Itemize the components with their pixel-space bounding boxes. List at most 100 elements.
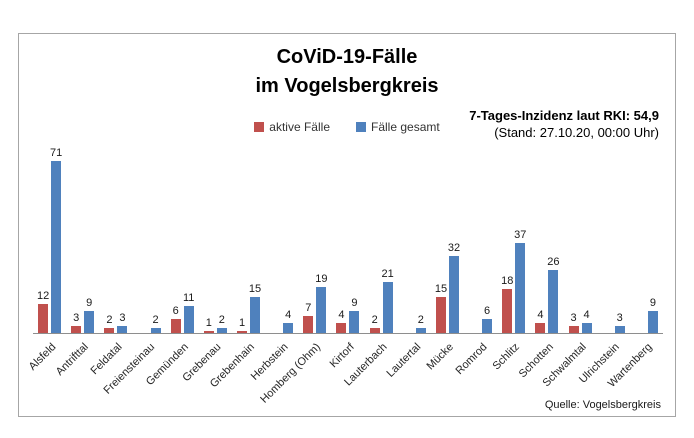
- chart-title-line1: CoViD-19-Fälle: [276, 46, 418, 68]
- chart-container: CoViD-19-Fälle im Vogelsbergkreis 7-Tage…: [18, 33, 676, 417]
- bar-group: 9: [630, 297, 663, 333]
- bar-total-cases: 15: [249, 283, 261, 333]
- value-label: 2: [218, 314, 225, 327]
- legend-item-active-cases: aktive Fälle: [254, 120, 330, 134]
- bar-total-cases: 4: [283, 309, 294, 333]
- value-label: 3: [119, 311, 126, 324]
- bar-group: 15 32: [431, 242, 464, 333]
- bar-active-cases: 12: [37, 290, 49, 333]
- value-label: 1: [205, 316, 212, 329]
- category-label: Antrifttal: [54, 341, 92, 379]
- value-label: 7: [305, 302, 312, 314]
- bar-group: 4: [265, 309, 298, 333]
- category-label: Alsfeld: [26, 341, 59, 373]
- bar-total-cases: 11: [183, 292, 194, 333]
- bar-active-cases: 3: [568, 312, 579, 333]
- value-label: 9: [86, 297, 93, 310]
- bar-total-cases: 3: [117, 312, 128, 333]
- bar-total-cases: 2: [150, 314, 161, 333]
- legend-item-total-cases: Fälle gesamt: [356, 120, 440, 134]
- legend-label-active: aktive Fälle: [269, 120, 330, 134]
- bar-group: 1 15: [232, 283, 265, 333]
- bar-active-cases: 15: [435, 283, 447, 333]
- bar-total-cases: 2: [216, 314, 227, 333]
- bar-group: 4 26: [530, 256, 563, 333]
- bar-total-cases: 32: [448, 242, 460, 333]
- bar-active-cases: 7: [303, 302, 314, 333]
- bar-active-cases: 2: [369, 314, 380, 333]
- value-label: 9: [351, 297, 358, 310]
- value-label: 21: [381, 268, 394, 281]
- value-label: 37: [514, 229, 527, 242]
- bar-active-cases: 2: [104, 314, 115, 333]
- bar-total-cases: 6: [482, 305, 493, 333]
- bar-group: 3: [597, 312, 630, 333]
- value-label: 2: [371, 314, 378, 327]
- value-label: 19: [315, 273, 328, 285]
- value-label: 4: [285, 309, 292, 322]
- chart-title: CoViD-19-Fälle im Vogelsbergkreis: [19, 43, 675, 101]
- bar-group: 12 71: [33, 147, 66, 333]
- category-label: Mücke: [424, 341, 456, 373]
- value-label: 71: [49, 147, 63, 159]
- legend-swatch-total-icon: [356, 122, 366, 132]
- source-caption: Quelle: Vogelsbergkreis: [544, 399, 661, 411]
- bar-total-cases: 9: [84, 297, 95, 333]
- bar-total-cases: 9: [647, 297, 658, 333]
- legend-label-total: Fälle gesamt: [371, 120, 440, 134]
- value-label: 6: [484, 304, 491, 317]
- bar-group: 18 37: [497, 229, 530, 333]
- bar-active-cases: 3: [71, 312, 82, 333]
- chart-title-line2: im Vogelsbergkreis: [255, 75, 439, 97]
- category-label: Lautertal: [384, 341, 423, 380]
- value-label: 4: [583, 309, 590, 322]
- x-axis-line: [33, 333, 663, 334]
- bar-total-cases: 2: [415, 314, 426, 333]
- value-label: 11: [182, 292, 195, 305]
- incidence-value-text: 7-Tages-Inzidenz laut RKI: 54,9: [469, 108, 659, 123]
- value-label: 3: [570, 311, 577, 324]
- value-label: 12: [36, 289, 50, 302]
- bar-group: 6: [464, 305, 497, 333]
- category-label: Schlitz: [490, 341, 523, 373]
- value-label: 2: [106, 314, 113, 327]
- chart-legend: aktive Fälle Fälle gesamt: [19, 120, 675, 134]
- bar-active-cases: 6: [170, 305, 181, 333]
- category-label: Kirtorf: [327, 341, 357, 371]
- bar-total-cases: 9: [349, 297, 360, 333]
- bar-active-cases: 1: [203, 317, 214, 333]
- value-label: 32: [447, 241, 461, 254]
- bar-total-cases: 26: [547, 256, 560, 333]
- bar-group: 2: [132, 314, 165, 333]
- bar-active-cases: 4: [535, 309, 546, 333]
- value-label: 6: [172, 304, 179, 317]
- value-label: 9: [649, 297, 656, 310]
- bar-group: 2: [398, 314, 431, 333]
- bar-total-cases: 3: [614, 312, 625, 333]
- bar-active-cases: 4: [336, 309, 347, 333]
- incidence-date-text: (Stand: 27.10.20, 00:00 Uhr): [494, 125, 659, 140]
- bar-total-cases: 21: [382, 268, 394, 333]
- value-label: 2: [152, 314, 159, 327]
- value-label: 3: [616, 311, 623, 324]
- bar-group: 6 11: [166, 292, 199, 333]
- bar-group: 7 19: [298, 273, 331, 333]
- category-label: Romrod: [452, 341, 490, 378]
- legend-swatch-active-icon: [254, 122, 265, 132]
- value-label: 18: [501, 275, 514, 288]
- incidence-annotation: 7-Tages-Inzidenz laut RKI: 54,9 (Stand: …: [469, 107, 659, 141]
- bar-group: 2 21: [365, 268, 398, 333]
- value-label: 2: [417, 314, 424, 327]
- value-label: 1: [238, 316, 246, 329]
- bar-total-cases: 37: [514, 229, 526, 333]
- category-label: Homberg (Ohm): [258, 341, 324, 406]
- value-label: 26: [547, 256, 560, 268]
- value-label: 4: [338, 309, 345, 322]
- value-label: 15: [434, 282, 448, 295]
- bar-total-cases: 19: [315, 273, 327, 333]
- value-label: 15: [248, 282, 262, 295]
